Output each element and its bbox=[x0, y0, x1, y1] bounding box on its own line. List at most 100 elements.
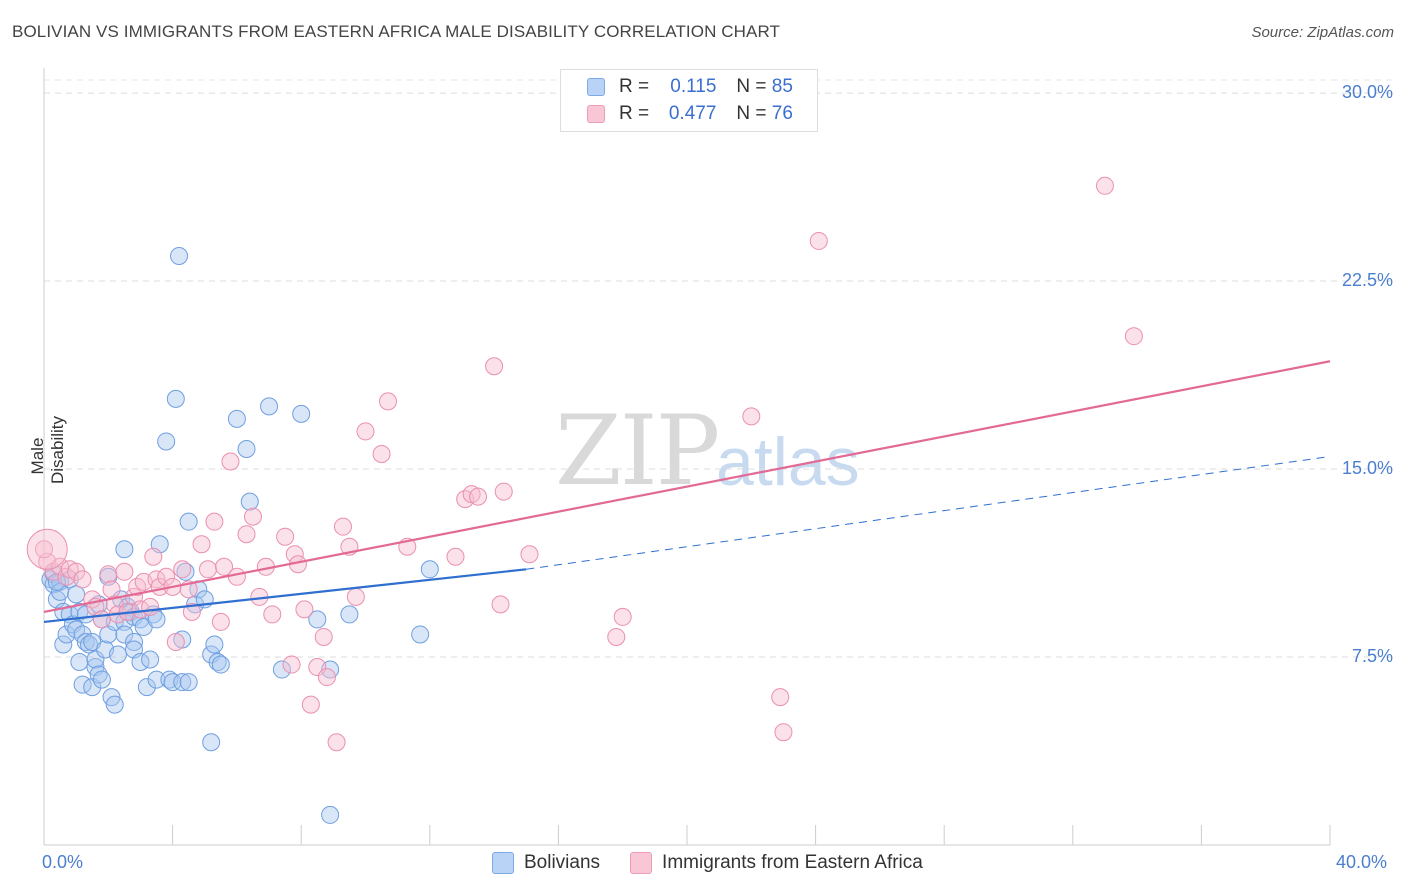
legend-r-value: 0.477 bbox=[668, 103, 717, 124]
data-point bbox=[243, 507, 262, 526]
data-point bbox=[198, 560, 217, 579]
data-point bbox=[356, 422, 375, 441]
data-point bbox=[237, 439, 256, 458]
legend-item-eastern-africa: Immigrants from Eastern Africa bbox=[630, 852, 923, 874]
data-point bbox=[276, 527, 295, 546]
data-point bbox=[102, 580, 121, 599]
y-tick-label: 30.0% bbox=[1341, 82, 1393, 103]
legend-item-bolivians: Bolivians bbox=[492, 852, 600, 874]
data-point bbox=[208, 653, 227, 672]
trend-line-eastern-africa bbox=[43, 360, 1331, 613]
data-point bbox=[54, 635, 73, 654]
data-point bbox=[446, 547, 465, 566]
data-point bbox=[192, 535, 211, 554]
data-point bbox=[314, 627, 333, 646]
data-point bbox=[182, 602, 201, 621]
data-point bbox=[115, 562, 134, 581]
data-point bbox=[340, 605, 359, 624]
data-point bbox=[108, 645, 127, 664]
data-point bbox=[485, 357, 504, 376]
data-point bbox=[260, 397, 279, 416]
legend-swatch-blue bbox=[492, 852, 514, 874]
data-point bbox=[157, 567, 176, 586]
data-point bbox=[240, 492, 259, 511]
trend-line-bolivians bbox=[43, 568, 527, 624]
data-point bbox=[613, 607, 632, 626]
data-point bbox=[157, 432, 176, 451]
correlation-legend: R = 0.115 N = 85 R = 0.477 N = 76 bbox=[560, 69, 818, 132]
data-point bbox=[295, 600, 314, 619]
data-point bbox=[321, 805, 340, 824]
y-tick-label: 22.5% bbox=[1341, 270, 1393, 291]
data-point bbox=[263, 605, 282, 624]
legend-label-eastern-africa: Immigrants from Eastern Africa bbox=[662, 852, 923, 873]
data-point bbox=[372, 444, 391, 463]
data-point bbox=[144, 547, 163, 566]
legend-row-eastern-africa: R = 0.477 N = 76 bbox=[587, 102, 793, 126]
data-point bbox=[179, 512, 198, 531]
data-point bbox=[86, 650, 105, 669]
data-point bbox=[346, 587, 365, 606]
data-point bbox=[170, 246, 189, 265]
data-point bbox=[105, 695, 124, 714]
data-point bbox=[57, 625, 76, 644]
y-axis-label: Male Disability bbox=[28, 415, 67, 484]
data-point bbox=[173, 560, 192, 579]
data-point-large bbox=[26, 528, 68, 570]
data-point bbox=[92, 610, 111, 629]
watermark-atlas: atlas bbox=[716, 424, 860, 500]
data-point bbox=[491, 595, 510, 614]
trend-lines bbox=[43, 360, 1331, 624]
series-eastern-africa bbox=[26, 176, 1143, 752]
data-point bbox=[92, 670, 111, 689]
data-point bbox=[607, 627, 626, 646]
data-point bbox=[301, 695, 320, 714]
data-point bbox=[205, 512, 224, 531]
data-point bbox=[67, 562, 86, 581]
data-point bbox=[141, 650, 160, 669]
data-point bbox=[308, 610, 327, 629]
data-point bbox=[166, 389, 185, 408]
legend-row-bolivians: R = 0.115 N = 85 bbox=[587, 75, 793, 99]
data-point bbox=[115, 625, 134, 644]
legend-r-label: R = bbox=[619, 103, 650, 124]
data-point bbox=[282, 655, 301, 674]
data-point bbox=[202, 733, 221, 752]
data-point bbox=[211, 612, 230, 631]
legend-label-bolivians: Bolivians bbox=[524, 852, 601, 873]
data-point bbox=[166, 632, 185, 651]
data-point bbox=[327, 733, 346, 752]
data-point bbox=[809, 231, 828, 250]
trend-line-bolivians-extension bbox=[526, 456, 1331, 570]
source-label: Source: ZipAtlas.com bbox=[1251, 24, 1394, 41]
data-point bbox=[520, 545, 539, 564]
data-point bbox=[215, 557, 234, 576]
data-point bbox=[141, 597, 160, 616]
data-point bbox=[292, 404, 311, 423]
data-point bbox=[317, 668, 336, 687]
data-point bbox=[35, 540, 53, 559]
data-point bbox=[67, 585, 86, 604]
data-point bbox=[494, 482, 513, 501]
y-tick-label: 15.0% bbox=[1341, 458, 1393, 479]
data-point bbox=[774, 723, 793, 742]
data-point bbox=[202, 645, 221, 664]
data-point bbox=[469, 487, 488, 506]
y-tick-label: 7.5% bbox=[1351, 646, 1393, 667]
data-point bbox=[89, 665, 108, 684]
data-point bbox=[205, 635, 224, 654]
data-point bbox=[420, 560, 439, 579]
legend-n-label: N = bbox=[736, 76, 767, 97]
watermark-zip: ZIP bbox=[555, 395, 720, 507]
data-point bbox=[147, 670, 166, 689]
data-point bbox=[179, 673, 198, 692]
legend-swatch-blue bbox=[587, 78, 605, 96]
data-point bbox=[115, 540, 134, 559]
series-legend: Bolivians Immigrants from Eastern Africa bbox=[492, 852, 953, 874]
grid-lines bbox=[44, 79, 1392, 658]
data-point bbox=[173, 673, 192, 692]
chart-title: BOLIVIAN VS IMMIGRANTS FROM EASTERN AFRI… bbox=[12, 22, 781, 41]
data-point bbox=[237, 525, 256, 544]
legend-r-label: R = bbox=[619, 76, 650, 97]
